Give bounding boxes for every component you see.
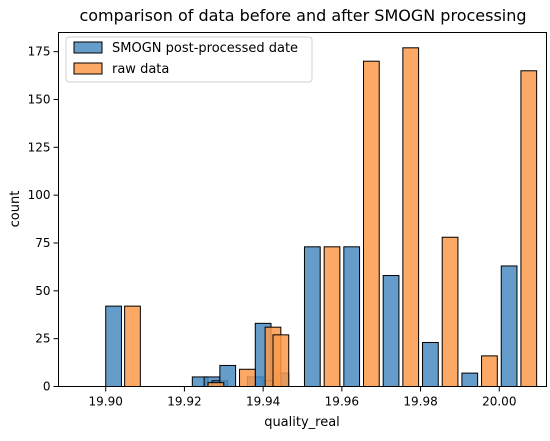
legend-box bbox=[65, 36, 313, 83]
legend-label-raw: raw data bbox=[112, 62, 169, 77]
bar-smogn-12 bbox=[422, 341, 439, 387]
bar-raw-10 bbox=[520, 70, 538, 388]
x-tick-label: 19.92 bbox=[167, 395, 201, 409]
bar-raw-6 bbox=[363, 60, 380, 387]
x-tick-label: 19.96 bbox=[325, 395, 359, 409]
y-tick-label: 100 bbox=[28, 188, 51, 202]
bar-smogn-13 bbox=[461, 372, 479, 387]
bar-raw-2 bbox=[239, 368, 256, 387]
bar-smogn-11 bbox=[382, 275, 400, 387]
bar-smogn-9 bbox=[303, 246, 321, 387]
legend-swatch-smogn bbox=[73, 41, 103, 54]
chart-title: comparison of data before and after SMOG… bbox=[79, 6, 526, 25]
x-axis: 19.90 19.92 19.94 19.96 19.98 20.00 bbox=[89, 386, 516, 409]
y-tick-label: 150 bbox=[28, 92, 51, 106]
bar-smogn-0 bbox=[105, 305, 122, 388]
bar-raw-1 bbox=[207, 382, 225, 388]
y-tick-label: 75 bbox=[35, 236, 50, 250]
y-tick-label: 0 bbox=[43, 380, 51, 394]
bar-smogn-14 bbox=[500, 265, 518, 388]
bar-raw-5 bbox=[323, 246, 341, 387]
bar-raw-4 bbox=[272, 334, 290, 387]
x-tick-label: 19.90 bbox=[89, 395, 123, 409]
legend-label-smogn: SMOGN post-processed date bbox=[112, 41, 298, 56]
bar-smogn-10 bbox=[343, 246, 361, 387]
bar-raw-9 bbox=[481, 355, 498, 388]
bar-raw-0 bbox=[124, 305, 141, 388]
y-tick-label: 25 bbox=[35, 332, 50, 346]
legend: SMOGN post-processed date raw data bbox=[65, 36, 313, 83]
x-tick-label: 20.00 bbox=[482, 395, 516, 409]
bars-layer bbox=[105, 47, 538, 388]
x-axis-label: quality_real bbox=[264, 415, 340, 430]
y-tick-label: 50 bbox=[35, 284, 50, 298]
y-axis-label: count bbox=[8, 191, 23, 228]
legend-swatch-raw bbox=[73, 62, 103, 75]
x-tick-label: 19.94 bbox=[246, 395, 280, 409]
y-axis: 0 25 50 75 100 125 150 175 bbox=[28, 45, 59, 394]
bar-raw-7 bbox=[402, 47, 420, 388]
bar-raw-8 bbox=[441, 236, 459, 387]
x-tick-label: 19.98 bbox=[403, 395, 437, 409]
y-tick-label: 125 bbox=[28, 140, 51, 154]
plot-frame bbox=[58, 32, 547, 387]
y-tick-label: 175 bbox=[28, 45, 51, 59]
